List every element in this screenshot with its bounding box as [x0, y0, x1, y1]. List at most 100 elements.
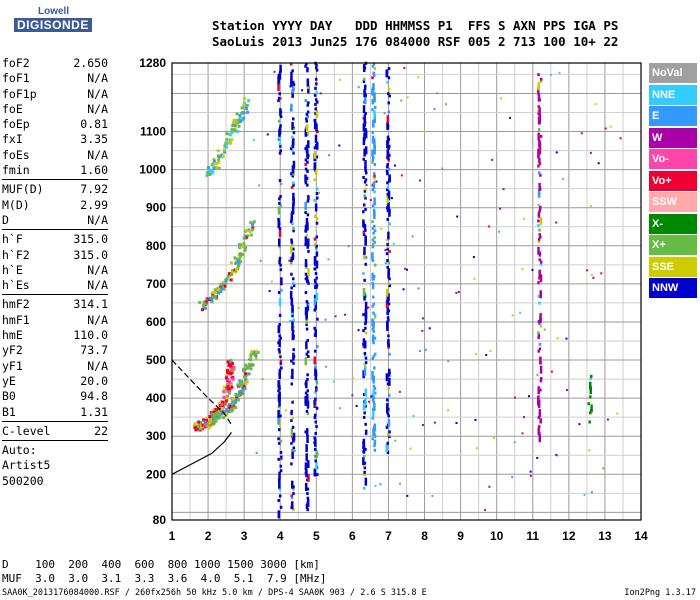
echo-mark — [209, 418, 213, 422]
interference-mark — [306, 69, 309, 73]
param-value: 20.0 — [80, 373, 108, 388]
param-name: hmF1 — [2, 312, 30, 327]
echo-mark — [217, 291, 221, 295]
param-name: yE — [2, 373, 16, 388]
interference-mark — [292, 183, 295, 187]
interference-mark — [363, 363, 367, 367]
noise-mark — [447, 409, 450, 412]
echo-mark — [223, 150, 227, 154]
interference-mark — [364, 84, 367, 88]
interference-mark — [387, 245, 390, 249]
interference-mark — [363, 340, 367, 349]
interference-mark — [539, 356, 542, 365]
interference-mark — [386, 402, 389, 406]
interference-mark — [304, 402, 308, 406]
interference-mark — [313, 447, 317, 451]
noise-mark — [369, 199, 372, 202]
echo-mark — [228, 389, 232, 393]
echo-mark — [200, 308, 204, 312]
noise-mark — [388, 434, 391, 437]
noise-mark — [436, 92, 439, 95]
noise-mark — [338, 78, 341, 81]
interference-mark — [307, 197, 310, 201]
interference-mark — [278, 398, 281, 407]
echo-mark — [228, 409, 232, 413]
noise-mark — [555, 221, 558, 224]
interference-mark — [538, 160, 541, 164]
echo-mark — [248, 229, 252, 233]
echo-mark — [230, 131, 234, 135]
interference-mark — [373, 352, 377, 356]
interference-mark — [289, 62, 293, 66]
interference-mark — [314, 112, 317, 116]
interference-mark — [313, 297, 317, 306]
interference-mark — [304, 163, 307, 167]
interference-mark — [362, 203, 366, 207]
echo-mark — [223, 284, 227, 288]
echo-mark — [212, 157, 216, 161]
echo-mark — [250, 350, 254, 354]
echo-mark — [215, 412, 219, 416]
legend-item-sse: SSE — [649, 256, 697, 277]
interference-mark — [371, 227, 375, 231]
legend-item-noval: NoVal — [649, 63, 697, 83]
interference-mark — [306, 350, 310, 354]
interference-mark — [291, 323, 294, 332]
interference-mark — [539, 235, 542, 239]
interference-mark — [386, 265, 389, 269]
interference-mark — [538, 347, 542, 351]
interference-mark — [388, 249, 391, 253]
interference-mark — [374, 263, 377, 267]
interference-mark — [386, 115, 390, 124]
interference-mark — [304, 430, 307, 434]
interference-mark — [278, 71, 282, 80]
echo-mark — [214, 419, 218, 423]
interference-mark — [372, 83, 375, 92]
interference-mark — [292, 197, 295, 206]
echo-mark — [240, 384, 244, 388]
interference-mark — [315, 381, 319, 385]
interference-mark — [371, 318, 374, 327]
interference-mark — [387, 101, 391, 105]
interference-mark — [290, 245, 293, 254]
interference-mark — [388, 94, 391, 98]
noise-mark — [589, 205, 592, 208]
echo-mark — [212, 414, 216, 418]
interference-mark — [386, 172, 389, 176]
param-name: h`Es — [2, 278, 30, 293]
interference-mark — [277, 96, 281, 100]
interference-mark — [537, 105, 541, 109]
echo-mark — [235, 112, 239, 116]
interference-mark — [537, 386, 540, 395]
interference-mark — [306, 434, 309, 443]
param-name: h`E — [2, 262, 23, 277]
noise-mark — [417, 76, 420, 79]
interference-mark — [539, 134, 543, 138]
interference-mark — [277, 238, 281, 247]
noise-mark — [398, 390, 401, 393]
noise-mark — [474, 418, 477, 421]
interference-mark — [362, 137, 366, 146]
noise-mark — [417, 287, 420, 290]
interference-mark — [362, 64, 366, 73]
interference-mark — [290, 238, 293, 242]
interference-mark — [538, 182, 541, 191]
interference-mark — [539, 77, 543, 81]
interference-mark — [371, 437, 375, 441]
echo-mark — [252, 220, 256, 224]
interference-mark — [315, 192, 319, 196]
interference-mark — [305, 316, 308, 325]
interference-mark — [364, 365, 367, 369]
echo-mark — [229, 364, 233, 368]
interference-mark — [305, 124, 309, 133]
echo-mark — [231, 369, 235, 373]
interference-mark — [363, 351, 367, 355]
echo-mark — [224, 281, 228, 285]
x-tick-label: 6 — [349, 529, 356, 543]
echo-mark — [235, 122, 239, 126]
noise-mark — [555, 453, 558, 456]
echo-mark — [227, 371, 231, 375]
echo-mark — [256, 350, 260, 354]
interference-mark — [373, 391, 377, 395]
interference-mark — [278, 256, 282, 260]
